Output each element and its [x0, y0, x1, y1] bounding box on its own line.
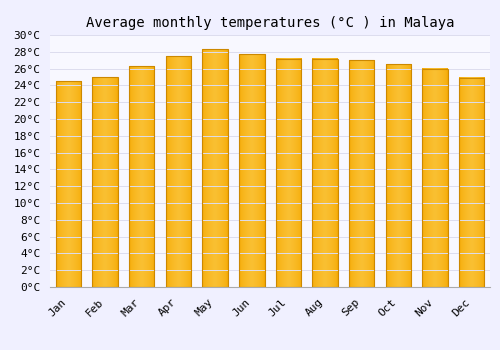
Bar — [239, 54, 264, 287]
Bar — [386, 64, 411, 287]
Bar — [422, 69, 448, 287]
Bar — [166, 56, 191, 287]
Bar — [312, 58, 338, 287]
Title: Average monthly temperatures (°C ) in Malaya: Average monthly temperatures (°C ) in Ma… — [86, 16, 454, 30]
Bar — [202, 49, 228, 287]
Bar — [276, 58, 301, 287]
Bar — [459, 78, 484, 287]
Bar — [129, 66, 154, 287]
Bar — [349, 60, 374, 287]
Bar — [92, 77, 118, 287]
Bar — [56, 81, 81, 287]
